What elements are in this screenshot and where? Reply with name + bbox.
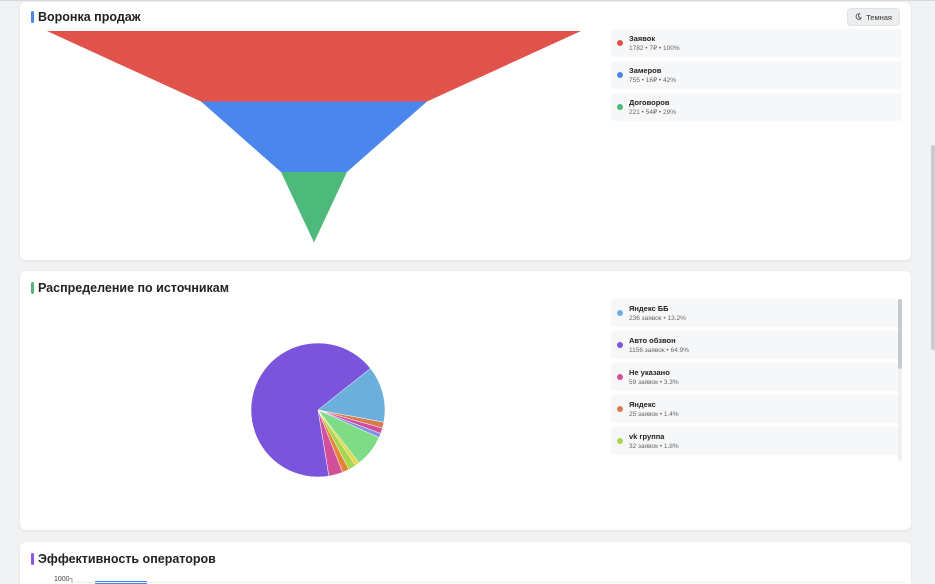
- legend-item[interactable]: Яндекс 25 заявок • 1.4%: [611, 395, 902, 423]
- legend-name: Яндекс: [629, 399, 656, 409]
- legend-meta: 236 заявок • 13.2%: [629, 314, 686, 322]
- legend-meta: 1156 заявок • 64.9%: [629, 346, 690, 354]
- legend-name: Договоров: [629, 97, 670, 107]
- legend-text: vk группа 32 заявок • 1.8%: [629, 432, 679, 451]
- legend-dot: [617, 374, 623, 380]
- theme-toggle-button[interactable]: Темная: [847, 8, 900, 26]
- pie-slice[interactable]: [250, 342, 371, 478]
- legend-dot: [617, 438, 623, 444]
- legend-item[interactable]: Договоров 221 • 54₽ • 29%: [611, 93, 902, 121]
- legend-meta: 32 заявок • 1.8%: [629, 442, 679, 450]
- funnel-card-title: Воронка продаж: [31, 10, 141, 24]
- legend-text: Авто обзвон 1156 заявок • 64.9%: [629, 336, 689, 355]
- legend-scrollbar-track[interactable]: [898, 299, 902, 461]
- title-accent-bar: [31, 553, 34, 565]
- legend-name: Заявок: [629, 33, 656, 43]
- legend-meta: 755 • 16₽ • 42%: [629, 76, 676, 84]
- sources-legend: Яндекс ББ 236 заявок • 13.2% Авто обзвон 11…: [611, 299, 902, 461]
- legend-dot: [617, 104, 623, 110]
- funnel-legend: Заявок 1782 • 7₽ • 100% Замеров 755 • 16₽ •…: [611, 29, 902, 125]
- legend-text: Замеров 755 • 16₽ • 42%: [629, 66, 676, 85]
- legend-item[interactable]: Не указано 59 заявок • 3.3%: [611, 363, 902, 391]
- sources-card-title: Распределение по источникам: [31, 281, 229, 295]
- legend-meta: 1782 • 7₽ • 100%: [629, 44, 680, 52]
- legend-text: Яндекс ББ 236 заявок • 13.2%: [629, 304, 686, 323]
- legend-name: Авто обзвон: [629, 335, 676, 345]
- legend-dot: [617, 342, 623, 348]
- operators-title-text: Эффективность операторов: [38, 552, 216, 566]
- operators-card-title: Эффективность операторов: [31, 552, 216, 566]
- funnel-segment[interactable]: [47, 31, 581, 102]
- operators-gridline: [76, 582, 906, 583]
- legend-item[interactable]: vk группа 32 заявок • 1.8%: [611, 427, 902, 455]
- operators-card: Эффективность операторов 1000┐: [20, 542, 911, 584]
- funnel-title-text: Воронка продаж: [38, 10, 141, 24]
- legend-name: vk группа: [629, 431, 665, 441]
- title-accent-bar: [31, 282, 34, 294]
- legend-name: Не указано: [629, 367, 670, 377]
- funnel-card: Воронка продаж Темная Заявок 1782 • 7₽ • …: [20, 2, 911, 260]
- moon-icon: [855, 12, 863, 22]
- funnel-segment[interactable]: [201, 101, 427, 173]
- legend-item[interactable]: Яндекс ББ 236 заявок • 13.2%: [611, 299, 902, 327]
- legend-dot: [617, 40, 623, 46]
- legend-scrollbar-thumb[interactable]: [898, 299, 902, 369]
- legend-meta: 59 заявок • 3.3%: [629, 378, 679, 386]
- legend-name: Замеров: [629, 65, 662, 75]
- sources-title-text: Распределение по источникам: [38, 281, 230, 295]
- page-top-border: [0, 0, 935, 1]
- page-scrollbar[interactable]: [931, 145, 935, 350]
- legend-item[interactable]: Замеров 755 • 16₽ • 42%: [611, 61, 902, 89]
- y-axis-tick: 1000┐: [54, 576, 75, 583]
- legend-meta: 25 заявок • 1.4%: [629, 410, 679, 418]
- legend-text: Заявок 1782 • 7₽ • 100%: [629, 34, 680, 53]
- legend-item[interactable]: Авто обзвон 1156 заявок • 64.9%: [611, 331, 902, 359]
- legend-dot: [617, 310, 623, 316]
- theme-toggle-label: Темная: [866, 12, 892, 22]
- title-accent-bar: [31, 11, 34, 23]
- pie-slice[interactable]: [317, 368, 386, 423]
- legend-dot: [617, 72, 623, 78]
- legend-name: Яндекс ББ: [629, 303, 669, 313]
- legend-text: Договоров 221 • 54₽ • 29%: [629, 98, 676, 117]
- funnel-chart: [47, 31, 581, 243]
- sources-pie-chart: [250, 342, 386, 478]
- legend-text: Яндекс 25 заявок • 1.4%: [629, 400, 679, 419]
- legend-dot: [617, 406, 623, 412]
- sources-card: Распределение по источникам Яндекс ББ 236…: [20, 271, 911, 530]
- legend-item[interactable]: Заявок 1782 • 7₽ • 100%: [611, 29, 902, 57]
- legend-text: Не указано 59 заявок • 3.3%: [629, 368, 679, 387]
- legend-meta: 221 • 54₽ • 29%: [629, 108, 676, 116]
- funnel-segment[interactable]: [281, 172, 347, 243]
